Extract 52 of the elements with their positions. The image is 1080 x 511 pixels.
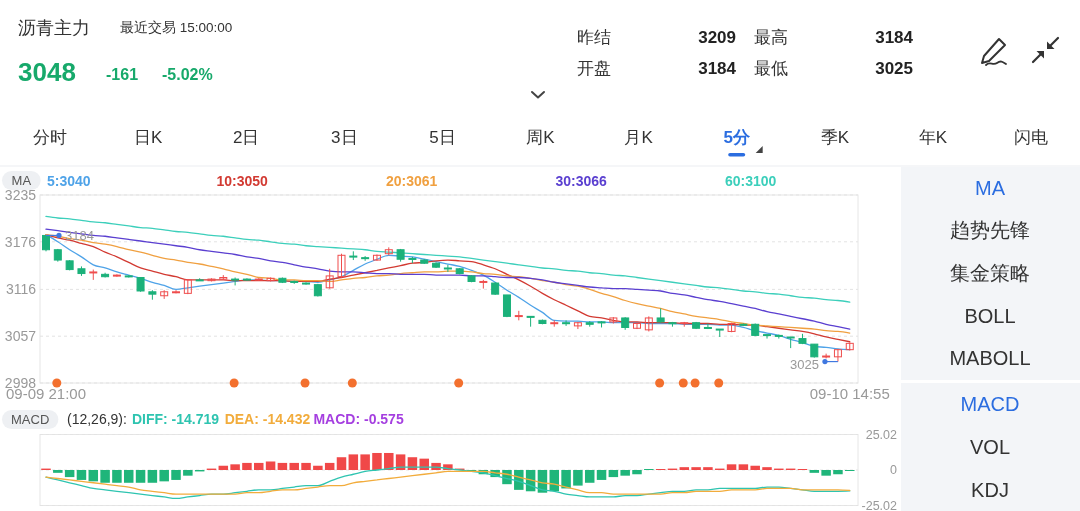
category-label: 分时 <box>33 128 67 147</box>
y-tick-label: 3116 <box>5 281 37 298</box>
text: 3025 <box>875 59 913 78</box>
y-tick-label: 0 <box>890 463 898 478</box>
y-tick-label: 3057 <box>4 328 37 345</box>
category-label: BOLL <box>964 305 1016 327</box>
category-label: 季K <box>820 128 850 147</box>
category-label: 5分 <box>723 128 751 147</box>
text: 沥青主力 <box>18 18 90 38</box>
text: 10:3050 <box>216 172 269 189</box>
text: 3209 <box>698 28 736 47</box>
category-label: VOL <box>969 436 1011 458</box>
text: DIFF: -14.719 <box>131 411 220 427</box>
text: 3184 <box>875 28 914 47</box>
text: 5:3040 <box>47 172 91 189</box>
text: DEA: -14.432 <box>224 411 311 427</box>
series-label: MACD: -0.575 <box>313 411 404 427</box>
text: 最低 <box>754 59 788 78</box>
category-label: 月K <box>624 128 654 147</box>
text: 30:3066 <box>555 172 608 189</box>
annotation: 3025 <box>790 356 819 372</box>
text: 60:3100 <box>725 172 777 189</box>
text: 3184 <box>698 59 737 78</box>
category-label: 3日 <box>331 128 358 147</box>
category-label: 日K <box>133 128 163 147</box>
text: 昨结 <box>577 28 611 47</box>
text: 最高 <box>754 28 788 47</box>
text: 20:3061 <box>386 172 438 189</box>
y-tick-label: 25.02 <box>865 427 898 442</box>
text: -5.02% <box>162 66 213 83</box>
category-label: KDJ <box>971 479 1009 501</box>
category-label: 5日 <box>429 128 456 147</box>
category-label: MA <box>975 177 1006 199</box>
category-label: 2日 <box>232 128 260 147</box>
chart-title: MA <box>11 173 32 188</box>
y-tick-label: 3235 <box>4 186 37 203</box>
text: 开盘 <box>577 59 611 78</box>
category-label: 年K <box>918 128 948 147</box>
x-tick-label: 09-10 14:55 <box>809 385 890 402</box>
category-label: MACD <box>960 393 1020 415</box>
text: 3048 <box>18 57 76 87</box>
legend-title: (12,26,9): <box>67 411 127 427</box>
category-label: 闪电 <box>1014 128 1048 147</box>
text: -161 <box>106 66 139 83</box>
category-label: 周K <box>526 128 556 147</box>
category-label: 集金策略 <box>950 262 1030 284</box>
y-tick-label: -25.02 <box>861 498 898 511</box>
text: 最近交易 15:00:00 <box>120 20 233 35</box>
chart-title: MACD <box>11 412 50 427</box>
y-tick-label: 3176 <box>4 233 37 250</box>
category-label: MABOLL <box>949 347 1031 369</box>
category-label: 趋势先锋 <box>950 219 1030 241</box>
